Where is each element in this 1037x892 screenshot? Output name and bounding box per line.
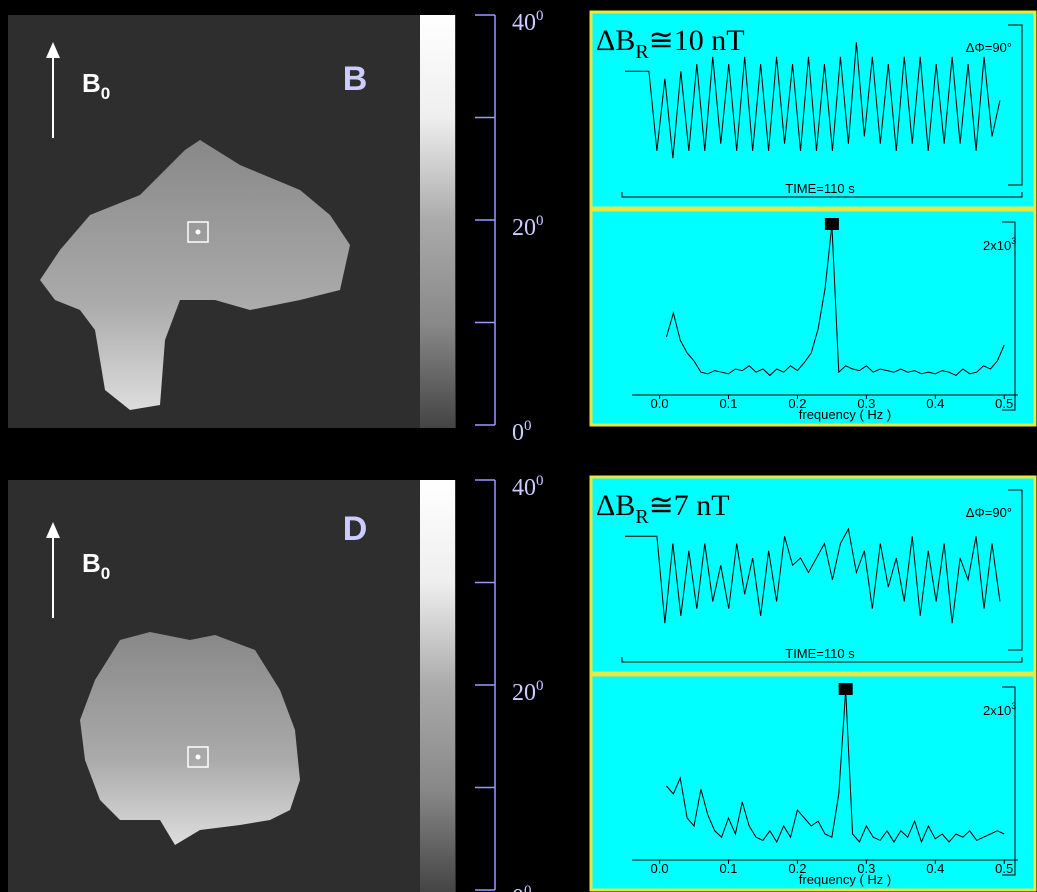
roi-box [187, 221, 209, 243]
x-axis-label: frequency ( Hz ) [799, 407, 891, 422]
spectrum-box [589, 208, 1037, 427]
x-tick-label: 0.2 [788, 861, 806, 876]
x-axis-label: frequency ( Hz ) [799, 872, 891, 887]
bracket [621, 489, 1023, 663]
label-sup: 0 [536, 8, 544, 24]
time-series [625, 42, 1001, 159]
annot-sup: 3 [1011, 701, 1016, 711]
time-title: ΔBR≅7 nT [596, 489, 730, 528]
spectrum [665, 224, 1005, 377]
x-tick-label: 0.5 [995, 861, 1013, 876]
colorbar-label: 200 [512, 678, 544, 706]
arrow-head [46, 522, 60, 538]
label-base: 0 [512, 420, 524, 446]
field-label: B0 [82, 548, 110, 583]
title-base: ΔB [596, 24, 635, 57]
time-label: TIME=110 s [785, 646, 855, 661]
scale-annotation: 2x103 [983, 701, 1016, 718]
bracket [1002, 221, 1016, 411]
label-base: 0 [512, 885, 524, 892]
roi-dot [195, 754, 201, 760]
time-label: TIME=110 s [785, 181, 855, 196]
annot-sup: 3 [1011, 236, 1016, 246]
colorbar-label: 200 [512, 213, 544, 241]
field-label: B0 [82, 68, 110, 103]
title-rest: ≅10 nT [649, 24, 745, 57]
field-sub: 0 [101, 84, 110, 103]
x-tick-label: 0.4 [926, 396, 944, 411]
panel-label: D [343, 510, 368, 548]
scale-annotation: 2x103 [983, 236, 1016, 253]
time-box [589, 475, 1037, 675]
x-tick-label: 0.3 [857, 861, 875, 876]
title-rest: ≅7 nT [649, 489, 730, 522]
label-sup: 0 [536, 473, 544, 489]
title-sub: R [635, 41, 649, 63]
colorbar-label: 400 [512, 473, 544, 501]
arrow-head [46, 42, 60, 58]
label-sup: 0 [524, 418, 532, 434]
spectrum [666, 689, 1005, 844]
x-tick-label: 0.4 [926, 861, 944, 876]
x-tick-label: 0.0 [651, 861, 669, 876]
title-base: ΔB [596, 489, 635, 522]
x-tick-label: 0.3 [857, 396, 875, 411]
panel-label: B [343, 60, 368, 98]
phase-annotation: ΔΦ=90° [966, 505, 1012, 520]
annot-base: 2x10 [983, 703, 1011, 718]
x-tick-label: 0.2 [788, 396, 806, 411]
peak-marker [838, 683, 853, 695]
roi-dot [195, 229, 201, 235]
bracket [1002, 686, 1016, 876]
phase-annotation: ΔΦ=90° [966, 40, 1012, 55]
colorbar-label: 00 [512, 883, 532, 892]
label-base: 40 [512, 475, 536, 501]
annot-base: 2x10 [983, 238, 1011, 253]
field-base: B [82, 548, 101, 578]
colorbar-label: 400 [512, 8, 544, 36]
title-sub: R [635, 506, 649, 528]
colorbar-label: 00 [512, 418, 532, 446]
roi-box [187, 746, 209, 768]
x-tick-label: 0.1 [719, 396, 737, 411]
label-base: 20 [512, 215, 536, 241]
time-title: ΔBR≅10 nT [596, 24, 745, 63]
label-base: 20 [512, 680, 536, 706]
brain-map [80, 632, 300, 845]
x-tick-label: 0.0 [651, 396, 669, 411]
x-tick-label: 0.1 [719, 861, 737, 876]
label-sup: 0 [536, 213, 544, 229]
brain-map [40, 140, 350, 410]
spectrum-box [589, 673, 1037, 892]
x-tick-label: 0.5 [995, 396, 1013, 411]
time-series [625, 527, 1001, 624]
bracket [621, 24, 1023, 198]
label-sup: 0 [536, 678, 544, 694]
field-base: B [82, 68, 101, 98]
label-base: 40 [512, 10, 536, 36]
colorbar [420, 15, 455, 428]
field-sub: 0 [101, 564, 110, 583]
label-sup: 0 [524, 883, 532, 892]
peak-marker [824, 218, 839, 230]
colorbar [420, 480, 455, 892]
